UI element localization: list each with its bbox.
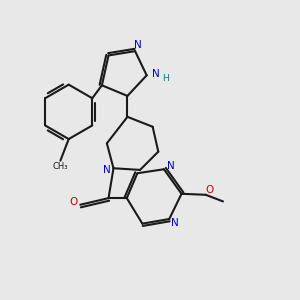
Text: H: H [163, 74, 169, 82]
Text: N: N [171, 218, 179, 228]
Text: N: N [103, 165, 111, 175]
Text: N: N [152, 69, 160, 79]
Text: N: N [134, 40, 142, 50]
Text: O: O [206, 185, 214, 195]
Text: CH₃: CH₃ [52, 162, 68, 171]
Text: O: O [69, 197, 77, 207]
Text: N: N [167, 161, 174, 171]
